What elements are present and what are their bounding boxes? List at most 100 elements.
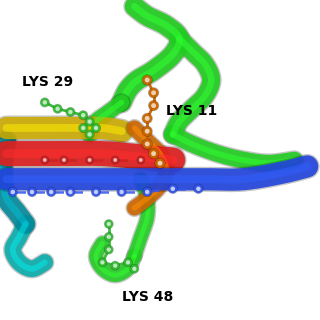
Point (87, 132, 92, 137)
Point (93, 125, 99, 131)
Text: LYS 29: LYS 29 (22, 76, 74, 89)
Point (119, 189, 124, 195)
Point (87, 157, 92, 163)
Point (145, 129, 150, 134)
Point (145, 77, 150, 83)
Point (10, 189, 15, 195)
Point (106, 247, 111, 252)
Point (145, 189, 150, 195)
Point (151, 151, 156, 156)
Point (170, 186, 175, 191)
Point (42, 100, 47, 105)
Point (157, 161, 163, 166)
Point (100, 260, 105, 265)
Point (151, 90, 156, 95)
Point (87, 132, 92, 137)
Point (113, 157, 118, 163)
Point (145, 189, 150, 195)
Point (42, 100, 47, 105)
Point (42, 157, 47, 163)
Text: LYS 48: LYS 48 (122, 290, 173, 304)
Point (151, 151, 156, 156)
Point (49, 189, 54, 195)
Point (68, 189, 73, 195)
Point (132, 266, 137, 271)
Point (145, 77, 150, 83)
Point (87, 157, 92, 163)
Point (68, 109, 73, 115)
Point (125, 260, 131, 265)
Point (151, 103, 156, 108)
Point (145, 141, 150, 147)
Point (145, 129, 150, 134)
Point (81, 113, 86, 118)
Point (106, 247, 111, 252)
Point (61, 157, 67, 163)
Point (100, 260, 105, 265)
Point (196, 186, 201, 191)
Point (100, 260, 105, 265)
Point (145, 116, 150, 121)
Point (49, 189, 54, 195)
Point (119, 189, 124, 195)
Point (145, 141, 150, 147)
Point (87, 119, 92, 124)
Point (68, 109, 73, 115)
Point (93, 125, 99, 131)
Point (113, 157, 118, 163)
Point (145, 129, 150, 134)
Point (10, 189, 15, 195)
Point (106, 221, 111, 227)
Point (125, 260, 131, 265)
Point (170, 186, 175, 191)
Point (87, 132, 92, 137)
Point (151, 90, 156, 95)
Point (151, 151, 156, 156)
Point (10, 189, 15, 195)
Point (55, 106, 60, 111)
Point (68, 189, 73, 195)
Point (113, 263, 118, 268)
Point (145, 189, 150, 195)
Point (68, 109, 73, 115)
Point (132, 266, 137, 271)
Point (106, 234, 111, 239)
Point (81, 113, 86, 118)
Point (42, 157, 47, 163)
Point (151, 103, 156, 108)
Point (42, 100, 47, 105)
Point (93, 189, 99, 195)
Point (125, 260, 131, 265)
Point (81, 125, 86, 131)
Point (93, 189, 99, 195)
Text: LYS 11: LYS 11 (166, 104, 218, 118)
Point (113, 263, 118, 268)
Point (42, 157, 47, 163)
Point (61, 157, 67, 163)
Point (113, 263, 118, 268)
Point (132, 266, 137, 271)
Point (157, 161, 163, 166)
Point (29, 189, 35, 195)
Point (113, 157, 118, 163)
Point (106, 221, 111, 227)
Point (170, 186, 175, 191)
Point (119, 189, 124, 195)
Point (68, 189, 73, 195)
Point (106, 247, 111, 252)
Point (106, 221, 111, 227)
Point (196, 186, 201, 191)
Point (55, 106, 60, 111)
Point (145, 141, 150, 147)
Point (138, 157, 143, 163)
Point (106, 234, 111, 239)
Point (138, 157, 143, 163)
Point (151, 103, 156, 108)
Point (81, 125, 86, 131)
Point (81, 113, 86, 118)
Point (145, 116, 150, 121)
Point (55, 106, 60, 111)
Point (93, 125, 99, 131)
Point (29, 189, 35, 195)
Point (145, 77, 150, 83)
